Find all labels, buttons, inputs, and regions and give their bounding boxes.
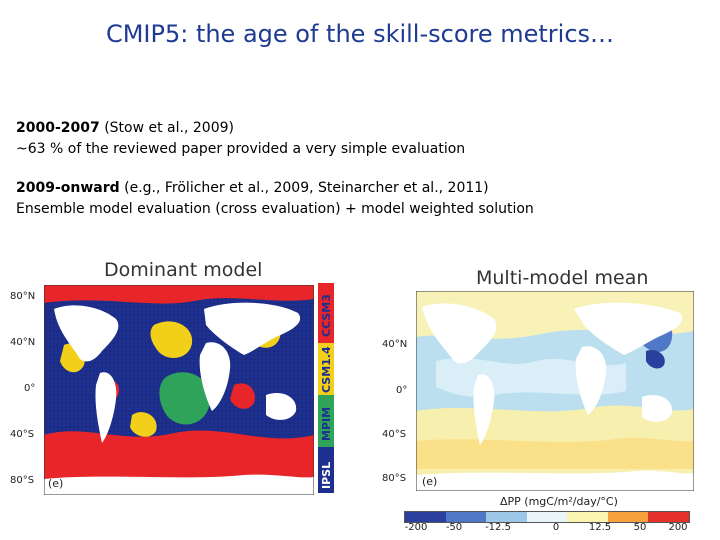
item-2-detail: Ensemble model evaluation (cross evaluat… [16,201,534,217]
legend-label-ccsm3: CCSM3 [320,294,333,337]
legend-label-csm14: CSM1.4 [320,346,333,393]
colorbar-title: ΔPP (mgC/m²/day/°C) [500,495,618,508]
legend-label-mpim: MPIM [320,406,333,441]
item-1-line: 2000-2007 (Stow et al., 2009) [16,118,706,139]
panel-tag: (e) [48,477,64,490]
lat-label: 0° [24,383,36,394]
continent [575,346,607,415]
continent [266,392,297,420]
legend-ipsl [318,447,334,493]
colorbar-tick: 12.5 [588,522,612,533]
slide-title: CMIP5: the age of the skill-score metric… [105,20,615,48]
lat-label: 0° [396,385,408,396]
item-1-ref: (Stow et al., 2009) [99,120,234,136]
colorbar-seg [567,512,608,522]
legend-mpim [318,395,334,447]
dominant-model-title: Dominant model [104,259,263,281]
lat-label: 40°S [382,429,407,440]
colorbar-tick: 50 [633,522,647,533]
legend-label-ipsl: IPSL [320,461,333,489]
multi-model-map [416,291,694,491]
legend-csm14 [318,343,334,395]
colorbar-tick: -50 [445,522,463,533]
region-mpim [159,372,211,425]
multi-model-figure: Multi-model mean 40°N 0° 40°S 80°S (e) Δ… [360,255,720,540]
item-1-detail: ~63 % of the reviewed paper provided a v… [16,141,466,157]
item-2-line: 2009-onward (e.g., Frölicher et al., 200… [16,178,706,199]
colorbar-seg [405,512,446,522]
colorbar-seg [486,512,527,522]
region-ccsm3 [230,383,255,409]
colorbar-seg [445,512,487,522]
colorbar-tick: 200 [668,522,688,533]
colorbar-seg [607,512,649,522]
item-2-ref: (e.g., Frölicher et al., 2009, Steinarch… [119,180,489,196]
lat-label: 80°S [382,473,407,484]
colorbar-seg [648,512,690,522]
panel-tag: (e) [422,475,438,488]
region-csm14 [130,412,157,437]
continent [574,302,683,355]
continent [642,394,673,422]
dominant-model-map [44,285,314,495]
continent [44,474,314,495]
lat-label: 40°N [10,337,36,348]
item-2-head: 2009-onward [16,180,120,196]
dominant-model-figure: Dominant model 80°N 40°N 0° 40°S 80°S [0,255,350,540]
continent [473,374,495,445]
colorbar-tick: -200 [404,522,428,533]
continent [199,342,231,411]
continent [204,302,301,355]
region-ccsm3 [44,285,314,304]
lat-label: 80°S [10,475,35,486]
colorbar-tick: 0 [552,522,560,533]
colorbar-tick: -12.5 [485,522,511,533]
multi-model-title: Multi-model mean [476,267,649,289]
legend-ccsm3 [318,283,334,343]
lat-label: 40°N [382,339,408,350]
colorbar-seg [526,512,568,522]
lat-label: 40°S [10,429,35,440]
lat-label: 80°N [10,291,36,302]
continent [95,372,117,443]
item-1-head: 2000-2007 [16,120,100,136]
region-ccsm3 [44,430,314,483]
colorbar [404,511,690,523]
continent [416,470,694,491]
region-csm14 [150,321,193,358]
slide-body: 2000-2007 (Stow et al., 2009) ~63 % of t… [16,118,706,220]
continent [422,303,497,364]
continent [54,305,119,362]
